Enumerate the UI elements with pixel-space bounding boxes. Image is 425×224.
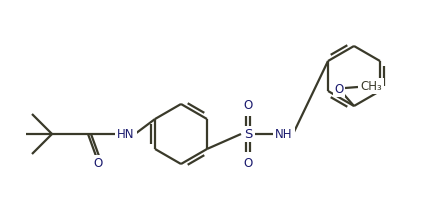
Text: HN: HN xyxy=(117,127,135,140)
Text: O: O xyxy=(244,157,252,170)
Text: O: O xyxy=(334,82,344,95)
Text: S: S xyxy=(244,127,252,140)
Text: O: O xyxy=(94,157,102,170)
Text: O: O xyxy=(244,99,252,112)
Text: NH: NH xyxy=(275,127,293,140)
Text: CH₃: CH₃ xyxy=(360,80,382,93)
